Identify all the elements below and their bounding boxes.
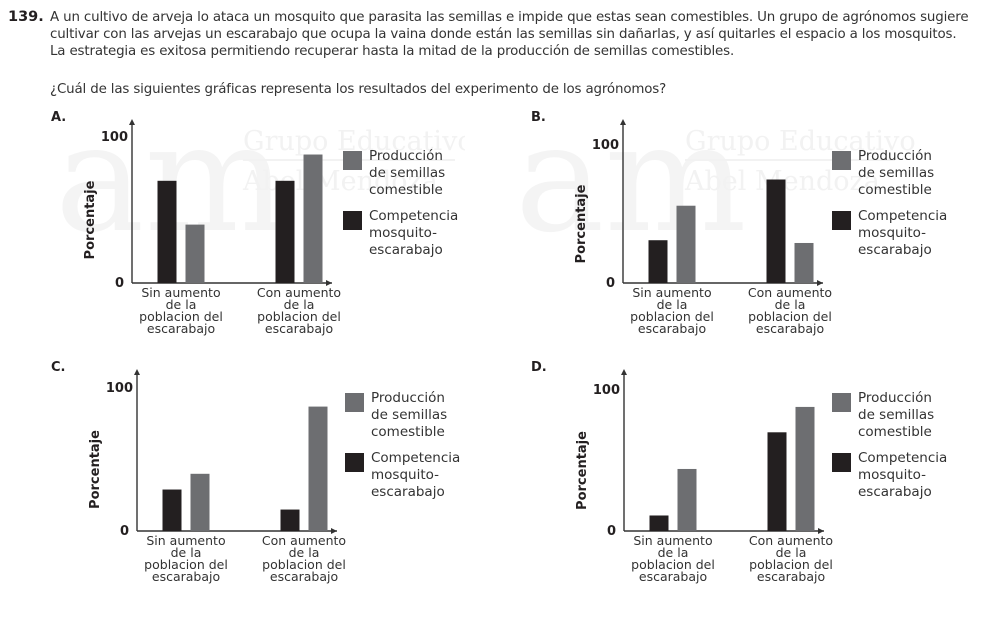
y-tick-label: 0 xyxy=(606,276,615,291)
bar-competencia xyxy=(649,515,669,531)
bar-produccion xyxy=(795,406,815,531)
option-d-chart[interactable]: 0 100 Porcentaje Sin aumento de la poblacion … xyxy=(520,360,960,605)
legend-swatch xyxy=(832,151,851,170)
bar-produccion xyxy=(676,205,696,283)
question-number: 139. xyxy=(8,9,44,25)
chart-legend: Producción de semillas comestible Compete… xyxy=(832,390,947,510)
bar-produccion xyxy=(308,406,328,531)
x-category-label: Con aumento de la poblacion del escarabajo xyxy=(748,285,832,336)
x-category-label: Con aumento de la poblacion del escarabajo xyxy=(749,533,833,584)
bar-competencia xyxy=(767,432,787,531)
y-axis-label: Porcentaje xyxy=(574,184,589,263)
bar-competencia xyxy=(162,489,182,531)
x-axis-arrow xyxy=(326,280,332,286)
x-category-label: Sin aumento de la poblacion del escarabajo xyxy=(139,285,223,336)
option-label: D. xyxy=(531,360,547,375)
legend-item-competencia: Competencia mosquito- escarabajo xyxy=(832,208,947,259)
y-axis-arrow xyxy=(129,119,135,125)
y-axis-label: Porcentaje xyxy=(83,180,98,259)
legend-item-produccion: Producción de semillas comestible xyxy=(345,390,460,441)
legend-swatch xyxy=(832,453,851,472)
y-axis-label: Porcentaje xyxy=(575,431,590,510)
bar-produccion xyxy=(794,242,814,283)
bar-produccion xyxy=(677,468,697,531)
y-axis-arrow xyxy=(620,119,626,125)
bar-chart-svg: 0 100 Porcentaje Sin aumento de la poblacion … xyxy=(575,369,833,584)
question-text: A un cultivo de arveja lo ataca un mosqu… xyxy=(50,10,969,59)
x-axis-arrow xyxy=(818,528,824,534)
legend-label: Producción de semillas comestible xyxy=(858,390,935,440)
y-axis-arrow xyxy=(134,369,140,375)
legend-item-competencia: Competencia mosquito- escarabajo xyxy=(343,208,458,259)
chart-legend: Producción de semillas comestible Compete… xyxy=(345,390,460,510)
chart-legend: Producción de semillas comestible Compete… xyxy=(832,148,947,268)
legend-item-produccion: Producción de semillas comestible xyxy=(832,148,947,199)
legend-label: Producción de semillas comestible xyxy=(858,148,935,198)
legend-label: Competencia mosquito- escarabajo xyxy=(858,208,948,258)
bar-competencia xyxy=(157,180,177,283)
x-category-label: Sin aumento de la poblacion del escarabajo xyxy=(144,533,228,584)
bar-chart-svg: 0 100 Porcentaje Sin aumento de la poblacion … xyxy=(88,369,346,584)
legend-swatch xyxy=(345,393,364,412)
legend-label: Competencia mosquito- escarabajo xyxy=(369,208,459,258)
x-category-label: Sin aumento de la poblacion del escarabajo xyxy=(631,533,715,584)
legend-label: Producción de semillas comestible xyxy=(371,390,448,440)
x-category-label: Sin aumento de la poblacion del escarabajo xyxy=(630,285,714,336)
bar-competencia xyxy=(766,179,786,283)
legend-label: Competencia mosquito- escarabajo xyxy=(858,450,948,500)
chart-legend: Producción de semillas comestible Compete… xyxy=(343,148,458,268)
legend-swatch xyxy=(832,211,851,230)
y-tick-label: 0 xyxy=(607,524,616,539)
bar-chart-svg: 0 100 Porcentaje Sin aumento de la poblacion … xyxy=(83,119,341,336)
legend-item-produccion: Producción de semillas comestible xyxy=(343,148,458,199)
legend-item-competencia: Competencia mosquito- escarabajo xyxy=(345,450,460,501)
option-b-chart[interactable]: 0 100 Porcentaje Sin aumento de la poblacion … xyxy=(520,110,960,355)
legend-label: Competencia mosquito- escarabajo xyxy=(371,450,461,500)
y-tick-label: 100 xyxy=(106,381,133,396)
bar-produccion xyxy=(185,224,205,283)
legend-label: Producción de semillas comestible xyxy=(369,148,446,198)
y-tick-label: 100 xyxy=(592,138,619,153)
x-category-label: Con aumento de la poblacion del escarabajo xyxy=(262,533,346,584)
option-label: C. xyxy=(51,360,66,375)
x-axis-arrow xyxy=(331,528,337,534)
bar-produccion xyxy=(190,473,210,531)
y-tick-label: 0 xyxy=(115,276,124,291)
legend-item-produccion: Producción de semillas comestible xyxy=(832,390,947,441)
legend-swatch xyxy=(345,453,364,472)
option-a-chart[interactable]: 0 100 Porcentaje Sin aumento de la poblacion … xyxy=(40,110,480,355)
legend-swatch xyxy=(343,211,362,230)
x-category-label: Con aumento de la poblacion del escarabajo xyxy=(257,285,341,336)
bar-competencia xyxy=(648,240,668,283)
option-c-chart[interactable]: 0 100 Porcentaje Sin aumento de la poblacion … xyxy=(40,360,480,605)
x-axis-arrow xyxy=(817,280,823,286)
legend-item-competencia: Competencia mosquito- escarabajo xyxy=(832,450,947,501)
option-label: B. xyxy=(531,110,546,125)
bar-competencia xyxy=(275,180,295,283)
legend-swatch xyxy=(832,393,851,412)
y-axis-label: Porcentaje xyxy=(88,430,103,509)
option-label: A. xyxy=(51,110,67,125)
y-tick-label: 0 xyxy=(120,524,129,539)
legend-swatch xyxy=(343,151,362,170)
bar-chart-svg: 0 100 Porcentaje Sin aumento de la poblacion … xyxy=(574,119,832,336)
bar-competencia xyxy=(280,509,300,531)
y-axis-arrow xyxy=(621,369,627,375)
question-prompt: ¿Cuál de las siguientes gráficas represe… xyxy=(50,82,667,97)
y-tick-label: 100 xyxy=(593,383,620,398)
bar-produccion xyxy=(303,154,323,283)
y-tick-label: 100 xyxy=(101,130,128,145)
